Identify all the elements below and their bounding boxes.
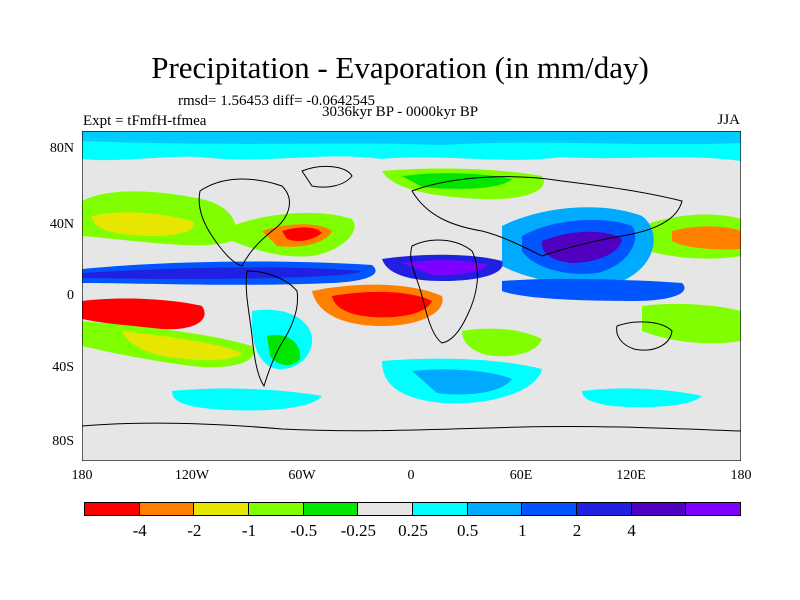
colorbar-swatch	[412, 502, 468, 516]
s-ocean-cyan-2	[172, 388, 322, 411]
coast-eurasia	[411, 176, 683, 257]
colorbar-tick-label: -0.5	[290, 521, 318, 540]
lon-label: 180	[71, 468, 93, 483]
lon-label: 60W	[288, 468, 316, 483]
colorbar-tick-label: 4	[627, 521, 636, 540]
coastlines	[82, 165, 741, 432]
lat-label: 40N	[49, 217, 74, 232]
lon-label: 0	[407, 468, 415, 483]
lat-label: 0	[67, 288, 74, 303]
coast-n-america	[198, 178, 290, 267]
s-atlantic-red	[332, 291, 432, 318]
s-america-green	[267, 334, 301, 366]
n-atlantic-red	[282, 227, 322, 241]
colorbar-tick-label: 0.5	[457, 521, 479, 540]
map-svg	[82, 131, 741, 461]
colorbar-tick-label: -1	[241, 521, 257, 540]
lon-label: 60E	[509, 468, 533, 483]
lon-label: 120W	[174, 468, 210, 483]
arctic-band-inner	[82, 131, 741, 145]
colorbar-swatch	[576, 502, 632, 516]
nw-pacific-orange	[672, 226, 741, 250]
colorbar-swatch	[193, 502, 250, 516]
colorbar-swatch	[521, 502, 578, 516]
n-pacific-yellow	[92, 212, 194, 237]
colorbar-swatch	[630, 502, 687, 516]
coast-antarctica	[82, 422, 741, 432]
s-ocean-cyan-3	[582, 388, 702, 408]
colorbar-swatch	[248, 502, 304, 516]
colorbar-swatch	[357, 502, 414, 516]
colorbar	[84, 502, 742, 516]
period-subtitle: 3036kyr BP - 0000kyr BP	[321, 104, 479, 120]
lat-label: 80S	[52, 434, 74, 449]
coast-greenland	[301, 165, 353, 188]
world-map	[82, 131, 741, 461]
coast-africa	[410, 239, 478, 344]
coast-s-america	[245, 270, 299, 388]
season-label: JJA	[717, 112, 740, 128]
colorbar-tick-label: -2	[187, 521, 202, 540]
s-indian-green	[462, 328, 542, 357]
itcz-atlantic-core	[402, 260, 487, 276]
colorbar-swatch	[685, 502, 742, 516]
stats-label: rmsd= 1.56453 diff= -0.0642545	[178, 93, 376, 109]
colorbar-tick-label: 1	[518, 521, 527, 540]
map-title: Precipitation - Evaporation (in mm/day)	[151, 50, 649, 85]
colorbar-swatch	[466, 502, 523, 516]
colorbar-tick-label: -4	[132, 521, 147, 540]
s-ocean-blue	[412, 369, 512, 395]
lat-label: 40S	[52, 360, 74, 375]
itcz-pacific-core	[82, 267, 362, 279]
colorbar-tick-label: -0.25	[340, 521, 377, 540]
coast-australia	[616, 321, 673, 351]
colorbar-tick-label: 0.25	[398, 521, 428, 540]
lon-label: 120E	[616, 468, 646, 483]
colorbar-swatch	[302, 502, 359, 516]
experiment-label: Expt = tFmfH-tfmea	[83, 113, 207, 129]
sw-pacific-green	[642, 303, 741, 344]
lon-label: 180	[730, 468, 752, 483]
lat-label: 80N	[49, 141, 74, 156]
colorbar-swatch	[138, 502, 195, 516]
s-pacific-red	[82, 298, 205, 330]
colorbar-tick-label: 2	[572, 521, 582, 540]
colorbar-swatch	[84, 502, 140, 516]
indian-band	[502, 278, 685, 301]
s-pacific-yellow	[122, 331, 242, 361]
